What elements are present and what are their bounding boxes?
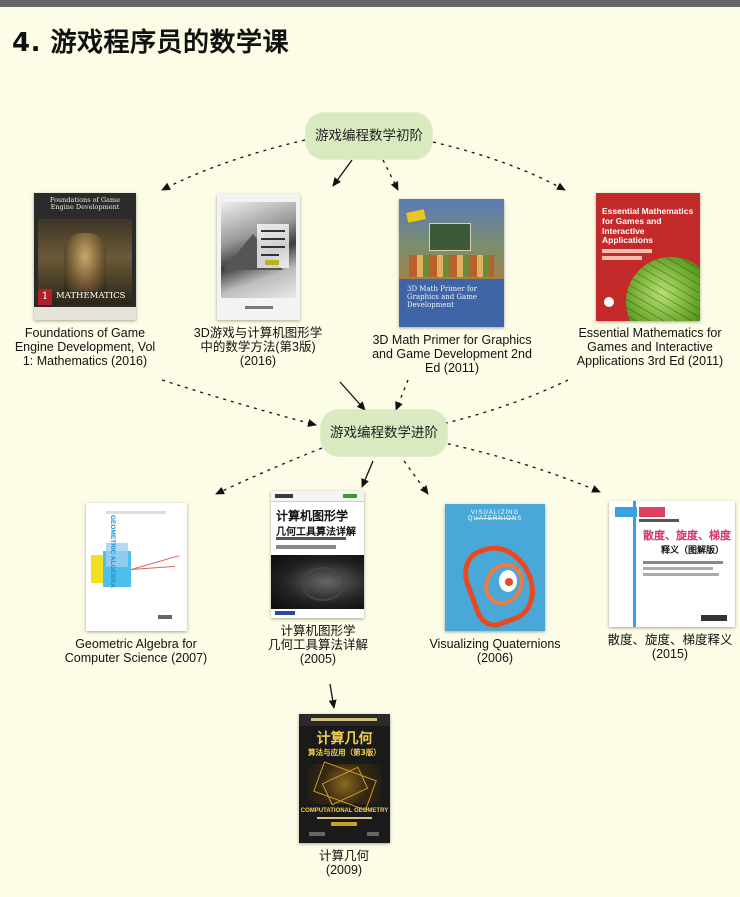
- cover-title: Essential Mathematics for Games and Inte…: [602, 206, 694, 246]
- cover-title-line: 几何工具算法详解: [276, 527, 356, 538]
- caption-line: 3D游戏与计算机图形学: [193, 326, 323, 340]
- arrow-beginner-to-essential: [432, 141, 566, 191]
- hub-beginner: 游戏编程数学初阶: [306, 113, 432, 159]
- book-cover-compgeo: 计算几何 算法与应用（第3版） COMPUTATIONAL GEOMETRY: [299, 714, 390, 843]
- book-cover-foundations: Foundations of Game Engine Development 1…: [34, 193, 136, 320]
- cover-title: 散度、旋度、梯度: [643, 529, 731, 542]
- book-caption-geometric: Geometric Algebra for Computer Science (…: [64, 637, 208, 665]
- book-caption-methods3d: 3D游戏与计算机图形学 中的数学方法(第3版) (2016): [177, 326, 339, 368]
- book-cover-primer: 3D Math Primer for Graphics and Game Dev…: [399, 199, 504, 327]
- cover-title-line: 计算机图形学: [276, 509, 349, 523]
- arrow-advanced-to-geometric: [215, 447, 323, 495]
- arrow-beginner-to-primer: [382, 159, 399, 191]
- arrow-methods3d-to-advanced: [339, 381, 366, 411]
- book-cover-vector: 散度、旋度、梯度 释义（图解版）: [609, 501, 735, 627]
- arrow-essential-to-advanced: [437, 379, 569, 428]
- cover-title-en: COMPUTATIONAL GEOMETRY: [300, 808, 389, 814]
- arrow-foundations-to-advanced: [161, 379, 317, 427]
- book-cover-geometric: GEOMETRIC ALGEBRA: [86, 503, 187, 631]
- top-bar: [0, 0, 740, 7]
- book-caption-primer: 3D Math Primer for Graphics and Game Dev…: [372, 333, 532, 375]
- caption-line: 计算几何: [318, 849, 369, 863]
- caption-line: (2005): [299, 652, 337, 666]
- caption-line: 中的数学方法(第3版): [200, 340, 316, 354]
- cover-title: VISUALIZING QUATERNIONS: [467, 510, 523, 522]
- caption-line: (2016): [239, 354, 277, 368]
- cover-subject: MATHEMATICS: [56, 291, 126, 301]
- caption-line: 散度、旋度、梯度释义: [607, 633, 733, 647]
- cover-title-line: 算法与应用（第3版）: [308, 748, 381, 757]
- arrow-cgalgo-to-compgeo: [328, 683, 337, 709]
- caption-line: (2009): [325, 863, 363, 877]
- book-caption-essential: Essential Mathematics for Games and Inte…: [576, 326, 724, 368]
- book-caption-cgalgo: 计算机图形学 几何工具算法详解 (2005): [247, 624, 389, 666]
- book-caption-compgeo: 计算几何 (2009): [284, 849, 404, 877]
- arrow-advanced-to-cgalgo: [361, 460, 374, 488]
- hub-advanced: 游戏编程数学进阶: [321, 410, 447, 456]
- page-title: 4. 游戏程序员的数学课: [12, 28, 290, 58]
- cover-title-line: 计算几何: [316, 731, 373, 747]
- cover-title: 3D Math Primer for Graphics and Game Dev…: [407, 285, 478, 310]
- book-cover-quaternions: VISUALIZING QUATERNIONS: [445, 504, 545, 631]
- book-cover-essential: Essential Mathematics for Games and Inte…: [596, 193, 700, 321]
- book-cover-cgalgo: 计算机图形学 几何工具算法详解: [271, 491, 364, 618]
- book-caption-vector: 散度、旋度、梯度释义 (2015): [600, 633, 740, 661]
- arrow-advanced-to-vector: [439, 441, 601, 493]
- caption-line: 几何工具算法详解: [267, 638, 368, 652]
- arrow-advanced-to-quaternions: [403, 460, 429, 495]
- cover-subtitle: 释义（图解版）: [661, 546, 725, 556]
- cover-title: GEOMETRIC ALGEBRA: [109, 515, 116, 589]
- book-caption-quaternions: Visualizing Quaternions (2006): [429, 637, 561, 665]
- caption-line: 计算机图形学: [280, 624, 356, 638]
- cover-title: Foundations of Game Engine Development: [49, 196, 121, 212]
- book-caption-foundations: Foundations of Game Engine Development, …: [14, 326, 156, 368]
- arrow-primer-to-advanced: [395, 379, 409, 411]
- caption-line: (2015): [651, 647, 689, 661]
- arrow-beginner-to-methods3d: [332, 159, 353, 187]
- arrow-beginner-to-foundations: [161, 139, 306, 191]
- book-cover-methods3d: [217, 194, 300, 320]
- cover-volume-badge: 1: [38, 289, 52, 305]
